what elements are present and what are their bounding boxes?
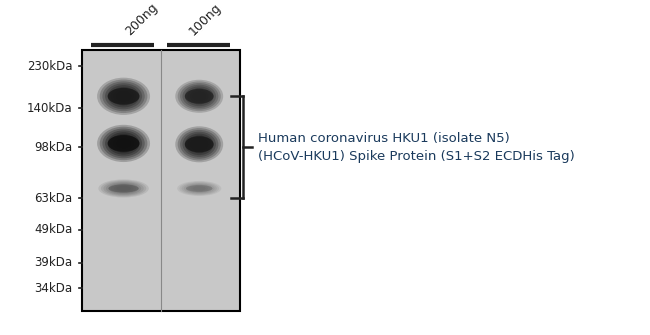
- Ellipse shape: [185, 136, 214, 152]
- Ellipse shape: [116, 138, 131, 149]
- Ellipse shape: [113, 136, 134, 151]
- Ellipse shape: [185, 86, 214, 106]
- Ellipse shape: [192, 91, 207, 101]
- Ellipse shape: [105, 83, 142, 109]
- Ellipse shape: [108, 85, 140, 108]
- Ellipse shape: [192, 186, 206, 191]
- Text: 100ng: 100ng: [186, 0, 224, 38]
- Ellipse shape: [101, 180, 146, 197]
- Ellipse shape: [187, 135, 211, 153]
- Ellipse shape: [183, 132, 216, 157]
- Ellipse shape: [188, 185, 210, 192]
- Ellipse shape: [103, 129, 145, 158]
- FancyBboxPatch shape: [82, 50, 240, 311]
- Text: 98kDa: 98kDa: [34, 141, 73, 154]
- Ellipse shape: [103, 181, 144, 196]
- Ellipse shape: [177, 128, 221, 160]
- Ellipse shape: [186, 184, 213, 193]
- Ellipse shape: [187, 88, 211, 105]
- Text: 230kDa: 230kDa: [27, 60, 73, 73]
- Ellipse shape: [105, 130, 142, 156]
- Ellipse shape: [177, 81, 221, 111]
- Ellipse shape: [111, 184, 136, 193]
- Ellipse shape: [103, 81, 145, 111]
- Ellipse shape: [111, 87, 136, 106]
- Ellipse shape: [109, 183, 138, 194]
- Ellipse shape: [183, 85, 216, 108]
- Ellipse shape: [177, 181, 221, 196]
- Ellipse shape: [116, 186, 131, 191]
- Ellipse shape: [176, 80, 223, 113]
- Ellipse shape: [186, 185, 213, 192]
- Ellipse shape: [114, 185, 134, 192]
- Ellipse shape: [97, 78, 150, 115]
- Ellipse shape: [108, 88, 140, 105]
- Ellipse shape: [108, 132, 140, 154]
- Ellipse shape: [108, 135, 140, 152]
- Ellipse shape: [184, 183, 214, 194]
- Ellipse shape: [113, 89, 134, 104]
- Ellipse shape: [176, 126, 223, 162]
- Ellipse shape: [98, 180, 149, 197]
- Text: 39kDa: 39kDa: [34, 256, 73, 269]
- Ellipse shape: [99, 127, 148, 160]
- Ellipse shape: [185, 89, 214, 104]
- Ellipse shape: [97, 125, 150, 162]
- Text: 49kDa: 49kDa: [34, 223, 73, 237]
- Text: 34kDa: 34kDa: [34, 282, 73, 295]
- Ellipse shape: [192, 139, 207, 150]
- Text: 63kDa: 63kDa: [34, 192, 73, 205]
- Ellipse shape: [106, 182, 141, 195]
- Text: Human coronavirus HKU1 (isolate N5)
(HCoV-HKU1) Spike Protein (S1+S2 ECDHis Tag): Human coronavirus HKU1 (isolate N5) (HCo…: [259, 132, 575, 163]
- Ellipse shape: [111, 134, 136, 153]
- Ellipse shape: [190, 186, 208, 192]
- Ellipse shape: [190, 90, 209, 103]
- Ellipse shape: [190, 137, 209, 151]
- Ellipse shape: [181, 183, 217, 195]
- Ellipse shape: [179, 182, 219, 195]
- Ellipse shape: [109, 184, 138, 193]
- Ellipse shape: [99, 79, 148, 113]
- Ellipse shape: [180, 130, 218, 159]
- Ellipse shape: [116, 91, 131, 102]
- Text: 200ng: 200ng: [123, 0, 161, 38]
- Ellipse shape: [180, 83, 218, 110]
- Text: 140kDa: 140kDa: [27, 102, 73, 115]
- Ellipse shape: [185, 134, 214, 155]
